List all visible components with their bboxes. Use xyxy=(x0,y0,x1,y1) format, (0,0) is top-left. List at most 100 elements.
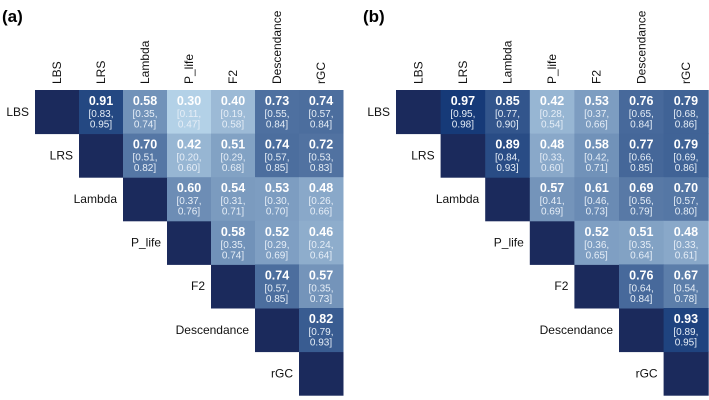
heatmap-cell: 0.61[0.46,0.73] xyxy=(574,177,620,222)
cell-ci: [0.24, xyxy=(308,240,333,251)
cell-rect xyxy=(485,133,531,178)
cell-rect xyxy=(440,90,486,135)
heatmap-cell: 0.79[0.69,0.86] xyxy=(663,133,709,178)
cell-ci: [0.19, xyxy=(220,109,245,120)
cell-ci: 0.90] xyxy=(496,120,518,131)
cell-value: 0.53 xyxy=(585,94,609,108)
heatmap-cell: 0.51[0.29,0.68] xyxy=(211,133,256,178)
column-label: LRS xyxy=(94,61,108,84)
cell-rect xyxy=(619,133,665,178)
cell-ci: 0.54] xyxy=(541,120,563,131)
cell-value: 0.48 xyxy=(309,181,333,195)
column-label: F2 xyxy=(590,70,604,84)
cell-ci: [0.31, xyxy=(220,196,245,207)
cell-rect xyxy=(255,220,300,265)
cell-ci: 0.64] xyxy=(630,250,652,261)
heatmap-cell: 0.58[0.35,0.74] xyxy=(211,220,256,265)
cell-ci: [0.57, xyxy=(308,109,333,120)
cell-ci: [0.66, xyxy=(629,153,654,164)
heatmap-cell: 0.57[0.41,0.69] xyxy=(529,177,575,222)
cell-rect xyxy=(211,90,256,135)
heatmap-cell: 0.74[0.57,0.85] xyxy=(255,133,300,178)
cell-rect xyxy=(255,133,300,178)
cell-value: 0.76 xyxy=(629,268,653,282)
column-label: Descendance xyxy=(270,10,284,84)
cell-rect xyxy=(299,308,344,353)
cell-ci: [0.33, xyxy=(673,240,698,251)
diagonal-cell xyxy=(574,264,620,309)
cell-ci: [0.37, xyxy=(584,109,609,120)
row-label: F2 xyxy=(191,279,205,293)
column-label: rGC xyxy=(679,62,693,84)
cell-ci: 0.76] xyxy=(178,207,200,218)
cell-rect xyxy=(255,264,300,309)
cell-value: 0.54 xyxy=(221,181,245,195)
cell-ci: [0.35, xyxy=(629,240,654,251)
cell-ci: [0.35, xyxy=(132,109,157,120)
cell-ci: [0.55, xyxy=(264,109,289,120)
cell-ci: 0.65] xyxy=(586,250,608,261)
cell-rect xyxy=(167,133,212,178)
cell-ci: 0.85] xyxy=(630,163,652,174)
cell-rect xyxy=(574,177,620,222)
cell-ci: [0.37, xyxy=(176,196,201,207)
heatmap-cell: 0.30[0.11,0.47] xyxy=(167,90,212,135)
cell-value: 0.53 xyxy=(265,181,289,195)
cell-value: 0.69 xyxy=(629,181,653,195)
diagonal-cell xyxy=(663,351,709,396)
diagonal-cell xyxy=(79,133,124,178)
cell-rect xyxy=(299,264,344,309)
cell-value: 0.57 xyxy=(540,181,564,195)
cell-value: 0.85 xyxy=(495,94,519,108)
cell-rect xyxy=(574,133,620,178)
cell-value: 0.48 xyxy=(674,225,698,239)
cell-ci: [0.57, xyxy=(264,283,289,294)
diagonal-cell xyxy=(619,308,665,353)
cell-ci: 0.86] xyxy=(675,120,697,131)
cell-ci: [0.36, xyxy=(584,240,609,251)
cell-value: 0.73 xyxy=(265,94,289,108)
cell-ci: [0.29, xyxy=(220,153,245,164)
cell-value: 0.58 xyxy=(221,225,245,239)
diagonal-cell xyxy=(123,177,168,222)
row-label: F2 xyxy=(554,279,568,293)
cell-ci: 0.85] xyxy=(266,163,288,174)
panel-label: (a) xyxy=(2,7,23,26)
cell-ci: [0.26, xyxy=(308,196,333,207)
diagonal-cell xyxy=(299,351,344,396)
diagonal-cell xyxy=(485,177,531,222)
row-label: Descendance xyxy=(176,323,250,337)
cell-rect xyxy=(211,177,256,222)
cell-ci: [0.41, xyxy=(540,196,565,207)
cell-ci: 0.69] xyxy=(541,207,563,218)
cell-rect xyxy=(299,220,344,265)
cell-ci: [0.65, xyxy=(629,109,654,120)
heatmap-cell: 0.82[0.79,0.93] xyxy=(299,308,344,353)
cell-ci: [0.11, xyxy=(177,109,201,120)
row-label: rGC xyxy=(636,366,658,380)
cell-rect xyxy=(619,90,665,135)
heatmap-cell: 0.77[0.66,0.85] xyxy=(619,133,665,178)
cell-ci: [0.29, xyxy=(264,240,289,251)
cell-ci: 0.84] xyxy=(630,294,652,305)
cell-value: 0.79 xyxy=(674,94,698,108)
diagonal-cell xyxy=(529,220,575,265)
heatmap-cell: 0.53[0.37,0.66] xyxy=(574,90,620,135)
cell-rect xyxy=(529,90,575,135)
cell-value: 0.51 xyxy=(221,138,245,152)
cell-rect xyxy=(663,220,709,265)
cell-ci: 0.58] xyxy=(222,120,244,131)
heatmap-cell: 0.70[0.51,0.82] xyxy=(123,133,168,178)
cell-rect xyxy=(663,264,709,309)
heatmap-cell: 0.58[0.35,0.74] xyxy=(123,90,168,135)
cell-value: 0.67 xyxy=(674,268,698,282)
cell-ci: 0.93] xyxy=(310,338,332,349)
cell-ci: 0.84] xyxy=(266,120,288,131)
row-label: LRS xyxy=(50,148,73,162)
cell-value: 0.52 xyxy=(585,225,609,239)
cell-ci: 0.71] xyxy=(586,163,608,174)
cell-value: 0.52 xyxy=(265,225,289,239)
cell-ci: 0.70] xyxy=(266,207,288,218)
cell-ci: 0.61] xyxy=(675,250,697,261)
